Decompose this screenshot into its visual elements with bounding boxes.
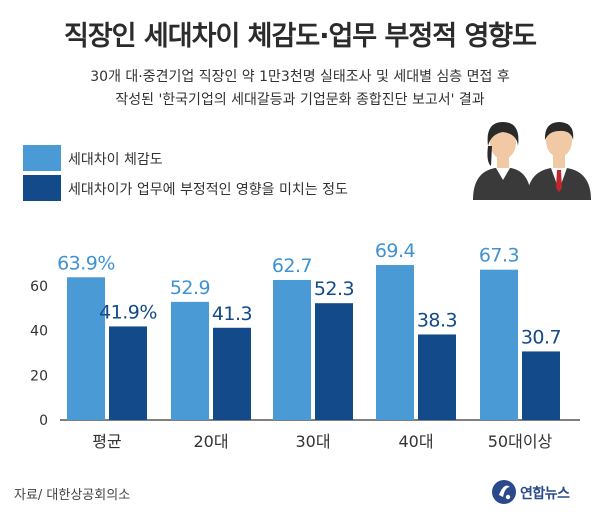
data-label-series2-2: 41.3 bbox=[212, 303, 252, 325]
data-label-series1-1: 63.9% bbox=[57, 252, 115, 274]
y-tick-label: 40 bbox=[30, 324, 48, 340]
data-label-series2-5: 30.7 bbox=[521, 326, 561, 348]
bar-chart: 0 20 40 60 63.9% 41.9% 평균 52.941.3 20대 62.752.3 30… bbox=[30, 240, 580, 451]
chart-title: 직장인 세대차이 체감도·업무 부정적 영향도 bbox=[64, 21, 537, 52]
bar-series2-4 bbox=[418, 334, 456, 420]
y-tick-label: 20 bbox=[30, 368, 48, 384]
brand-logo: 연합뉴스 bbox=[490, 478, 600, 506]
data-label-series2-3: 52.3 bbox=[314, 278, 354, 300]
bar-series2-5 bbox=[522, 351, 560, 420]
source-note: 자료/ 대한상공회의소 bbox=[14, 488, 131, 503]
y-tick-label: 0 bbox=[39, 413, 48, 429]
female-worker-icon bbox=[473, 122, 531, 200]
y-tick-label: 60 bbox=[30, 279, 48, 295]
data-label-series2-4: 38.3 bbox=[417, 309, 457, 331]
bar-series2-1 bbox=[109, 326, 147, 420]
bar-series2-3 bbox=[315, 303, 353, 420]
chart-subtitle-line2: 작성된 '한국기업의 세대갈등과 기업문화 종합진단 보고서' 결과 bbox=[115, 92, 485, 108]
category-label: 20대 bbox=[193, 432, 228, 451]
legend-swatch-series1 bbox=[23, 145, 61, 171]
bar-series1-4 bbox=[376, 265, 414, 420]
bar-series1-5 bbox=[480, 269, 518, 420]
bar-series2-2 bbox=[213, 327, 251, 420]
data-label-series2-1: 41.9% bbox=[99, 301, 157, 323]
data-label-series1-2: 52.9 bbox=[170, 277, 210, 299]
yonhap-logo-icon bbox=[492, 480, 516, 504]
legend-label-series2: 세대차이가 업무에 부정적인 영향을 미치는 정도 bbox=[68, 182, 348, 198]
brand-label: 연합뉴스 bbox=[520, 486, 570, 502]
data-label-series1-3: 62.7 bbox=[272, 255, 312, 277]
bar-series1-3 bbox=[273, 279, 311, 420]
category-label: 30대 bbox=[295, 432, 330, 451]
office-workers-illustration bbox=[473, 122, 591, 200]
male-worker-icon bbox=[527, 122, 591, 200]
data-label-series1-5: 67.3 bbox=[479, 245, 519, 267]
legend-item-series2: 세대차이가 업무에 부정적인 영향을 미치는 정도 bbox=[23, 175, 423, 201]
bar-series1-1 bbox=[67, 277, 105, 420]
chart-subtitle-line1: 30개 대·중견기업 직장인 약 1만3천명 실태조사 및 세대별 심층 면접 … bbox=[90, 69, 510, 85]
category-label: 40대 bbox=[398, 432, 433, 451]
legend-swatch-series2 bbox=[23, 175, 61, 201]
category-label: 평균 bbox=[92, 432, 121, 451]
bar-series1-2 bbox=[171, 301, 209, 420]
category-label: 50대이상 bbox=[488, 432, 553, 451]
legend-label-series1: 세대차이 체감도 bbox=[68, 152, 163, 168]
data-label-series1-4: 69.4 bbox=[375, 240, 416, 262]
legend-item-series1: 세대차이 체감도 bbox=[23, 145, 423, 171]
